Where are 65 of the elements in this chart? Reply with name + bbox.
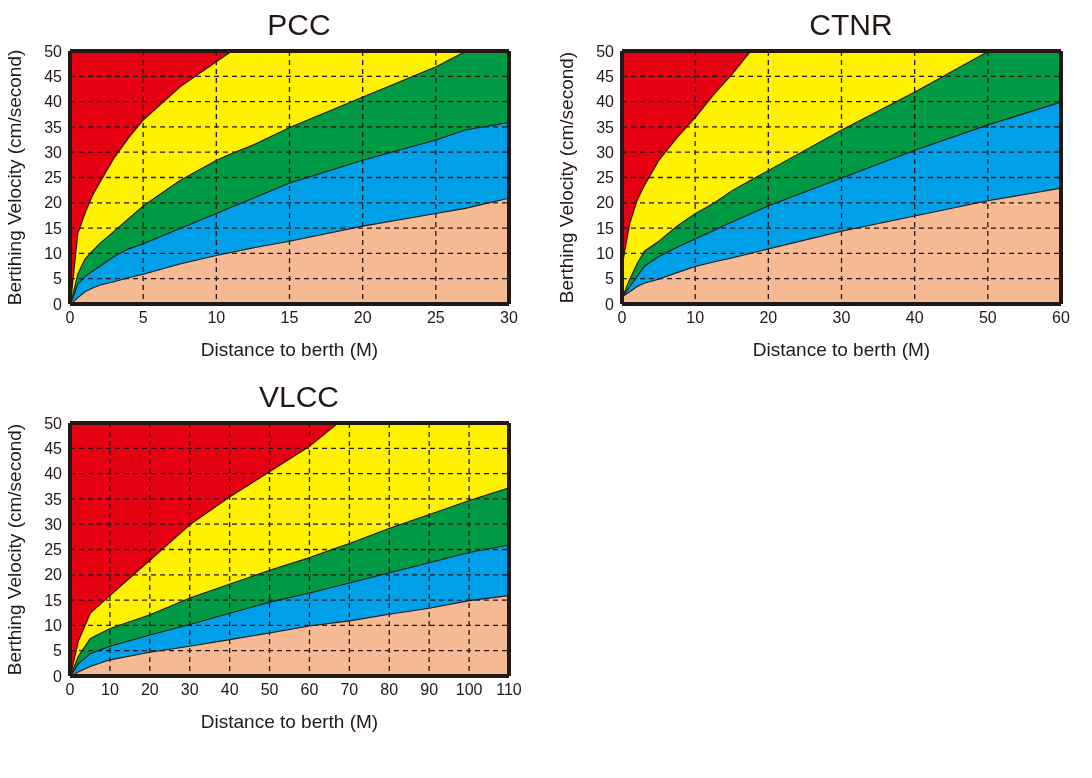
y-tick-label: 15 <box>44 591 63 609</box>
x-tick-label: 0 <box>65 309 75 327</box>
x-tick-label: 40 <box>905 309 924 327</box>
x-tick-label: 90 <box>420 681 439 699</box>
y-tick-label: 25 <box>44 169 63 187</box>
x-tick-label: 40 <box>220 681 239 699</box>
y-tick-label: 35 <box>44 118 63 136</box>
x-tick-label: 100 <box>455 681 483 699</box>
chart-title: PCC <box>266 8 332 42</box>
x-tick-label: 5 <box>138 309 148 327</box>
x-tick-label: 60 <box>1052 309 1070 327</box>
y-tick-label: 10 <box>44 617 63 635</box>
y-tick-label: 0 <box>53 295 63 313</box>
y-tick-label: 20 <box>596 194 615 212</box>
x-tick-label: 30 <box>500 309 518 327</box>
y-tick-label: 15 <box>44 219 63 237</box>
y-tick-label: 30 <box>596 143 615 161</box>
x-tick-label: 10 <box>686 309 705 327</box>
y-tick-label: 25 <box>44 541 63 559</box>
x-axis-title: Distance to berth (M) <box>200 339 379 360</box>
x-tick-label: 0 <box>617 309 627 327</box>
y-tick-label: 20 <box>44 566 63 584</box>
x-tick-label: 110 <box>496 681 522 699</box>
y-tick-label: 45 <box>44 67 63 85</box>
x-tick-label: 30 <box>180 681 199 699</box>
x-axis-title: Distance to berth (M) <box>752 339 931 360</box>
x-tick-label: 70 <box>340 681 359 699</box>
x-tick-label: 20 <box>140 681 159 699</box>
y-tick-label: 35 <box>44 490 63 508</box>
y-tick-label: 30 <box>44 515 63 533</box>
x-tick-label: 15 <box>280 309 299 327</box>
x-tick-label: 20 <box>353 309 372 327</box>
y-tick-label: 50 <box>596 42 615 60</box>
chart-title: VLCC <box>258 380 340 414</box>
y-tick-label: 20 <box>44 194 63 212</box>
y-tick-label: 40 <box>44 465 63 483</box>
y-tick-label: 50 <box>44 414 63 432</box>
x-tick-label: 25 <box>426 309 445 327</box>
x-tick-label: 10 <box>101 681 119 699</box>
y-tick-label: 40 <box>596 93 615 111</box>
y-tick-label: 35 <box>596 118 615 136</box>
chart-title: CTNR <box>808 8 894 42</box>
y-tick-label: 25 <box>596 169 615 187</box>
y-tick-label: 40 <box>44 93 63 111</box>
y-tick-label: 45 <box>596 67 615 85</box>
x-tick-label: 50 <box>260 681 279 699</box>
x-tick-label: 30 <box>832 309 851 327</box>
y-tick-label: 0 <box>53 667 63 685</box>
y-tick-label: 50 <box>44 42 63 60</box>
y-tick-label: 5 <box>605 270 615 288</box>
x-tick-label: 60 <box>300 681 319 699</box>
x-tick-label: 10 <box>207 309 226 327</box>
y-tick-label: 30 <box>44 143 63 161</box>
y-tick-label: 5 <box>53 642 63 660</box>
x-axis-title: Distance to berth (M) <box>200 711 379 732</box>
y-tick-label: 10 <box>596 245 615 263</box>
x-tick-label: 0 <box>65 681 75 699</box>
y-tick-label: 45 <box>44 439 63 457</box>
y-tick-label: 10 <box>44 245 63 263</box>
y-tick-label: 15 <box>596 219 615 237</box>
x-tick-label: 80 <box>380 681 399 699</box>
x-tick-label: 50 <box>978 309 997 327</box>
y-tick-label: 5 <box>53 270 63 288</box>
x-tick-label: 20 <box>759 309 778 327</box>
y-tick-label: 0 <box>605 295 615 313</box>
